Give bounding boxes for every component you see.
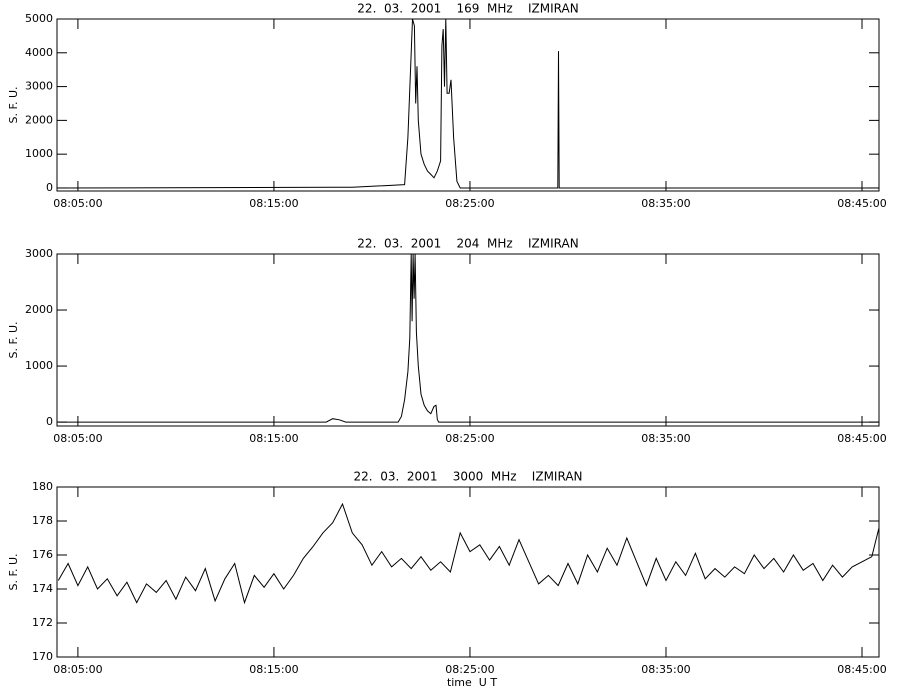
chart-title: 22. 03. 2001 204 MHz IZMIRAN: [357, 237, 578, 251]
x-tick-label: 08:35:00: [641, 663, 690, 676]
x-tick-label: 08:25:00: [445, 432, 494, 445]
y-tick-label: 3000: [25, 247, 53, 260]
y-tick-label: 2000: [25, 303, 53, 316]
plot-frame: [56, 486, 880, 658]
x-tick-label: 08:15:00: [249, 663, 298, 676]
y-tick-label: 5000: [25, 12, 53, 25]
y-tick-label: 178: [32, 514, 53, 527]
y-tick-label: 176: [32, 548, 53, 561]
data-line: [58, 253, 879, 423]
y-tick-label: 0: [46, 181, 53, 194]
x-tick-label: 08:05:00: [53, 432, 102, 445]
x-tick-label: 08:15:00: [249, 432, 298, 445]
y-tick-label: 1000: [25, 147, 53, 160]
x-tick-label: 08:25:00: [445, 197, 494, 210]
y-axis-label: S. F. U.: [7, 553, 20, 590]
y-tick-label: 170: [32, 650, 53, 663]
y-tick-label: 0: [46, 415, 53, 428]
plot-frame: [56, 18, 880, 192]
x-axis-label: time U T: [447, 676, 497, 689]
chart-title: 22. 03. 2001 3000 MHz IZMIRAN: [353, 470, 582, 484]
y-tick-label: 3000: [25, 80, 53, 93]
x-tick-label: 08:05:00: [53, 197, 102, 210]
x-tick-label: 08:45:00: [837, 432, 886, 445]
x-tick-label: 08:25:00: [445, 663, 494, 676]
x-tick-label: 08:45:00: [837, 663, 886, 676]
x-tick-label: 08:05:00: [53, 663, 102, 676]
y-tick-label: 180: [32, 480, 53, 493]
data-line: [58, 18, 879, 189]
y-axis-label: S. F. U.: [7, 86, 20, 123]
y-tick-label: 4000: [25, 46, 53, 59]
x-tick-label: 08:35:00: [641, 432, 690, 445]
x-tick-label: 08:45:00: [837, 197, 886, 210]
x-tick-label: 08:35:00: [641, 197, 690, 210]
y-axis-label: S. F. U.: [7, 321, 20, 358]
y-tick-label: 174: [32, 582, 53, 595]
y-tick-label: 1000: [25, 359, 53, 372]
plot-frame: [56, 253, 880, 427]
x-tick-label: 08:15:00: [249, 197, 298, 210]
y-tick-label: 172: [32, 616, 53, 629]
chart-title: 22. 03. 2001 169 MHz IZMIRAN: [357, 2, 578, 16]
y-tick-label: 2000: [25, 113, 53, 126]
data-line: [57, 502, 880, 605]
